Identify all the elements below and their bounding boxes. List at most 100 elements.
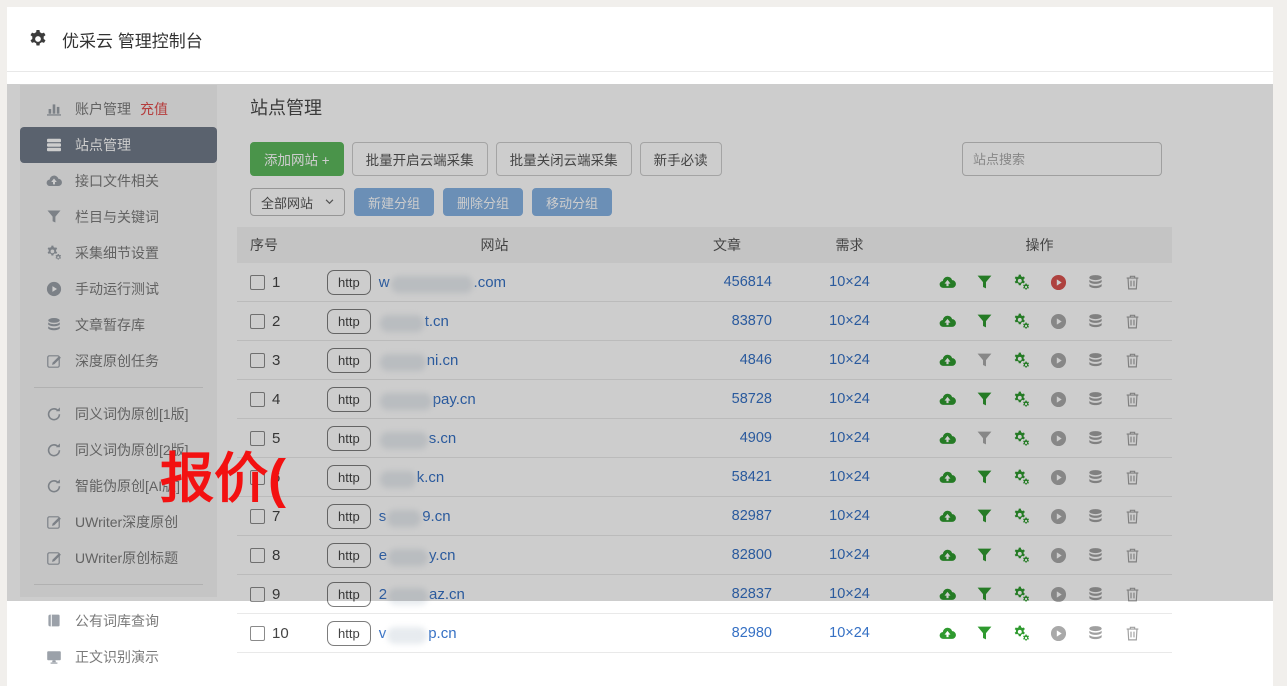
- sidebar-item-ai-original[interactable]: 智能伪原创[AI版]: [20, 468, 217, 504]
- site-domain-link[interactable]: 2 az.cn: [378, 585, 465, 605]
- site-domain-link[interactable]: t.cn: [379, 313, 449, 332]
- sidebar-item-public-thesaurus[interactable]: 公有词库查询: [20, 603, 217, 639]
- op-settings-icon[interactable]: [1013, 274, 1030, 291]
- sidebar-item-manual-run[interactable]: 手动运行测试: [20, 271, 217, 307]
- op-filter-icon[interactable]: [976, 391, 993, 408]
- op-settings-icon[interactable]: [1013, 391, 1030, 408]
- article-count-link[interactable]: 456814: [723, 274, 772, 290]
- op-delete-icon[interactable]: [1124, 586, 1141, 603]
- site-domain-link[interactable]: w .com: [378, 273, 507, 293]
- article-count-link[interactable]: 58728: [731, 391, 772, 407]
- op-settings-icon[interactable]: [1013, 508, 1030, 525]
- article-count-link[interactable]: 82987: [731, 508, 772, 524]
- move-group-button[interactable]: 移动分组: [532, 188, 613, 216]
- op-storage-icon[interactable]: [1087, 508, 1104, 525]
- op-cloud-collect-icon[interactable]: [939, 508, 956, 525]
- http-protocol-chip[interactable]: http: [327, 464, 371, 490]
- http-protocol-chip[interactable]: http: [327, 542, 371, 568]
- newbie-guide-button[interactable]: 新手必读: [639, 142, 722, 176]
- row-checkbox[interactable]: [250, 508, 265, 524]
- row-checkbox[interactable]: [250, 430, 265, 446]
- http-protocol-chip[interactable]: http: [327, 269, 371, 295]
- op-storage-icon[interactable]: [1087, 469, 1104, 486]
- op-cloud-collect-icon[interactable]: [939, 547, 956, 564]
- op-delete-icon[interactable]: [1124, 352, 1141, 369]
- op-delete-icon[interactable]: [1124, 547, 1141, 564]
- article-count-link[interactable]: 83870: [731, 313, 772, 329]
- http-protocol-chip[interactable]: http: [327, 620, 371, 646]
- article-count-link[interactable]: 82980: [731, 625, 772, 641]
- sidebar-item-uwriter-title[interactable]: UWriter原创标题: [20, 540, 217, 576]
- row-checkbox[interactable]: [250, 352, 265, 368]
- op-filter-icon[interactable]: [976, 547, 993, 564]
- op-delete-icon[interactable]: [1124, 430, 1141, 447]
- op-delete-icon[interactable]: [1124, 469, 1141, 486]
- op-storage-icon[interactable]: [1087, 625, 1104, 642]
- batch-close-cloud-collect-button[interactable]: 批量关闭云端采集: [495, 142, 632, 176]
- op-cloud-collect-icon[interactable]: [939, 430, 956, 447]
- article-count-link[interactable]: 82837: [731, 586, 772, 602]
- op-filter-icon[interactable]: [976, 313, 993, 330]
- article-count-link[interactable]: 4909: [739, 430, 772, 446]
- article-count-link[interactable]: 82800: [731, 547, 772, 563]
- op-storage-icon[interactable]: [1087, 274, 1104, 291]
- row-checkbox[interactable]: [250, 625, 265, 641]
- op-filter-icon[interactable]: [976, 430, 993, 447]
- batch-open-cloud-collect-button[interactable]: 批量开启云端采集: [351, 142, 488, 176]
- row-checkbox[interactable]: [250, 274, 265, 290]
- site-domain-link[interactable]: pay.cn: [379, 391, 476, 410]
- op-settings-icon[interactable]: [1013, 625, 1030, 642]
- op-delete-icon[interactable]: [1124, 391, 1141, 408]
- site-search-input[interactable]: [962, 142, 1162, 176]
- sidebar-item-columns-keywords[interactable]: 栏目与关键词: [20, 199, 217, 235]
- op-run-icon[interactable]: [1050, 391, 1067, 408]
- op-storage-icon[interactable]: [1087, 586, 1104, 603]
- sidebar-item-collect-settings[interactable]: 采集细节设置: [20, 235, 217, 271]
- op-storage-icon[interactable]: [1087, 547, 1104, 564]
- http-protocol-chip[interactable]: http: [327, 581, 371, 607]
- op-run-icon[interactable]: [1050, 352, 1067, 369]
- op-delete-icon[interactable]: [1124, 313, 1141, 330]
- row-checkbox[interactable]: [250, 586, 265, 602]
- site-domain-link[interactable]: s.cn: [379, 430, 456, 449]
- http-protocol-chip[interactable]: http: [327, 425, 371, 451]
- op-cloud-collect-icon[interactable]: [939, 274, 956, 291]
- op-run-icon[interactable]: [1050, 508, 1067, 525]
- sidebar-item-account[interactable]: 账户管理 充值: [20, 91, 217, 127]
- op-settings-icon[interactable]: [1013, 313, 1030, 330]
- op-delete-icon[interactable]: [1124, 274, 1141, 291]
- op-run-icon[interactable]: [1050, 469, 1067, 486]
- op-filter-icon[interactable]: [976, 508, 993, 525]
- sidebar-item-interface-files[interactable]: 接口文件相关: [20, 163, 217, 199]
- op-settings-icon[interactable]: [1013, 352, 1030, 369]
- op-settings-icon[interactable]: [1013, 547, 1030, 564]
- op-cloud-collect-icon[interactable]: [939, 586, 956, 603]
- op-cloud-collect-icon[interactable]: [939, 469, 956, 486]
- add-site-button[interactable]: 添加网站 +: [250, 142, 344, 176]
- op-run-icon[interactable]: [1050, 586, 1067, 603]
- site-filter-select[interactable]: 全部网站: [250, 188, 346, 216]
- article-count-link[interactable]: 58421: [731, 469, 772, 485]
- sidebar-item-body-recognition-demo[interactable]: 正文识别演示: [20, 639, 217, 675]
- op-run-icon[interactable]: [1050, 547, 1067, 564]
- op-cloud-collect-icon[interactable]: [939, 625, 956, 642]
- http-protocol-chip[interactable]: http: [327, 503, 371, 529]
- sidebar-item-synonym-1[interactable]: 同义词伪原创[1版]: [20, 396, 217, 432]
- op-storage-icon[interactable]: [1087, 352, 1104, 369]
- op-settings-icon[interactable]: [1013, 469, 1030, 486]
- op-run-icon[interactable]: [1050, 274, 1067, 291]
- op-filter-icon[interactable]: [976, 469, 993, 486]
- site-domain-link[interactable]: k.cn: [379, 469, 444, 488]
- site-domain-link[interactable]: ni.cn: [379, 352, 458, 371]
- sidebar-item-synonym-2[interactable]: 同义词伪原创[2版]: [20, 432, 217, 468]
- sidebar-item-sites[interactable]: 站点管理: [20, 127, 217, 163]
- op-cloud-collect-icon[interactable]: [939, 352, 956, 369]
- site-domain-link[interactable]: s 9.cn: [378, 507, 451, 527]
- op-delete-icon[interactable]: [1124, 625, 1141, 642]
- delete-group-button[interactable]: 删除分组: [443, 188, 524, 216]
- site-domain-link[interactable]: v p.cn: [378, 624, 457, 644]
- sidebar-item-deep-original[interactable]: 深度原创任务: [20, 343, 217, 379]
- site-domain-link[interactable]: e y.cn: [378, 546, 456, 566]
- new-group-button[interactable]: 新建分组: [354, 188, 435, 216]
- http-protocol-chip[interactable]: http: [327, 308, 371, 334]
